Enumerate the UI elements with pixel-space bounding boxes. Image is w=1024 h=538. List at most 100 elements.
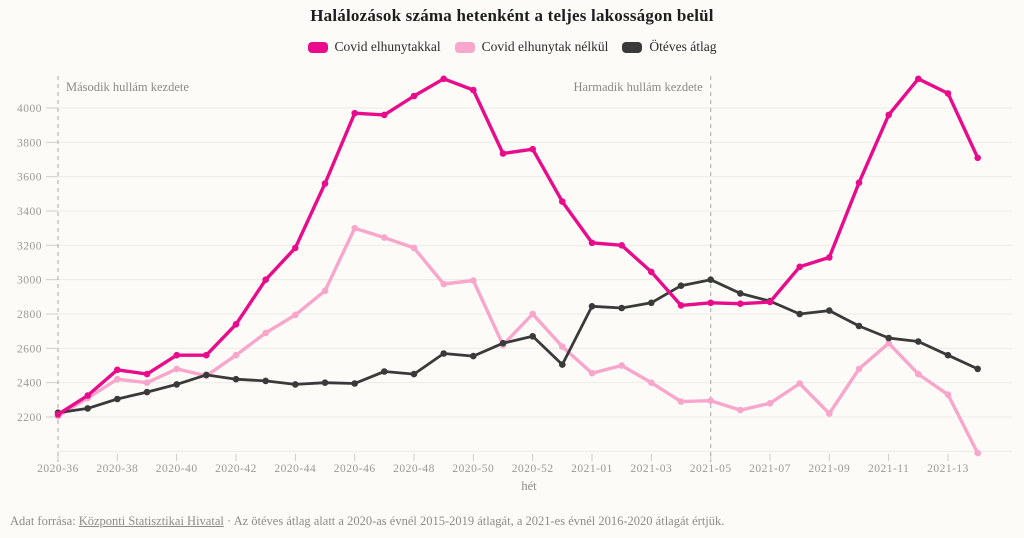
series-point--t-ves-tlag xyxy=(677,282,685,290)
legend-item-covid-elhunytak-nelkul: Covid elhunytak nélkül xyxy=(454,39,608,55)
source-link[interactable]: Központi Statisztikai Hivatal xyxy=(78,514,224,528)
series-point--t-ves-tlag xyxy=(410,370,418,378)
series-point-covid-elhunytak-n-lk-l xyxy=(826,410,833,417)
source-footer: Adat forrása: Központi Statisztikai Hiva… xyxy=(10,514,1014,529)
x-tick-label: 2020-50 xyxy=(452,463,494,475)
legend-swatch-icon xyxy=(622,41,643,53)
series-point-covid-elhunytakkal xyxy=(410,92,418,100)
series-point-covid-elhunytakkal xyxy=(796,263,803,271)
wave-marker-label: Második hullám kezdete xyxy=(66,80,189,94)
series-point-covid-elhunytak-n-lk-l xyxy=(470,277,477,284)
series-point-covid-elhunytak-n-lk-l xyxy=(351,224,359,232)
series-point--t-ves-tlag xyxy=(321,379,329,387)
series-point--t-ves-tlag xyxy=(351,380,359,387)
series-point-covid-elhunytak-n-lk-l xyxy=(855,365,863,373)
series-point-covid-elhunytakkal xyxy=(292,244,299,252)
legend-item-oteves-atlag: Ötéves átlag xyxy=(622,39,716,55)
y-tick-label: 2600 xyxy=(17,343,42,355)
series-point--t-ves-tlag xyxy=(262,377,270,385)
series-point-covid-elhunytakkal xyxy=(173,351,180,359)
series-point-covid-elhunytakkal xyxy=(381,111,388,119)
series-point-covid-elhunytak-n-lk-l xyxy=(381,234,388,241)
legend-swatch-icon xyxy=(307,41,328,53)
series-point--t-ves-tlag xyxy=(855,322,863,330)
series-point-covid-elhunytakkal xyxy=(885,111,892,119)
series-point-covid-elhunytakkal xyxy=(826,254,833,261)
series-point-covid-elhunytak-n-lk-l xyxy=(114,375,121,383)
series-point-covid-elhunytak-n-lk-l xyxy=(262,329,270,337)
series-point-covid-elhunytak-n-lk-l xyxy=(143,379,151,387)
series-point-covid-elhunytak-n-lk-l xyxy=(915,370,922,378)
series-point-covid-elhunytakkal xyxy=(618,242,625,249)
source-prefix: Adat forrása: xyxy=(10,514,79,528)
series-point--t-ves-tlag xyxy=(529,333,536,340)
series-point--t-ves-tlag xyxy=(618,304,625,312)
wave-marker-label: Harmadik hullám kezdete xyxy=(574,80,704,94)
series-point-covid-elhunytak-n-lk-l xyxy=(588,369,596,377)
x-tick-label: 2020-44 xyxy=(274,463,316,475)
series-point-covid-elhunytakkal xyxy=(944,90,952,97)
series-point-covid-elhunytak-n-lk-l xyxy=(677,398,685,405)
series-point--t-ves-tlag xyxy=(826,307,833,314)
series-point-covid-elhunytakkal xyxy=(114,366,121,374)
series-point-covid-elhunytakkal xyxy=(143,370,151,378)
series-point-covid-elhunytak-n-lk-l xyxy=(944,391,952,399)
x-tick-label: 2020-46 xyxy=(334,463,376,475)
series-point-covid-elhunytak-n-lk-l xyxy=(766,400,774,407)
x-tick-label: 2020-36 xyxy=(37,463,79,475)
x-tick-label: 2020-42 xyxy=(215,463,257,475)
series-line--t-ves-tlag xyxy=(56,278,980,415)
x-axis-label: hét xyxy=(521,479,537,493)
series-point--t-ves-tlag xyxy=(737,290,744,297)
series-point--t-ves-tlag xyxy=(173,381,180,388)
series-point--t-ves-tlag xyxy=(944,351,952,359)
series-point-covid-elhunytak-n-lk-l xyxy=(292,311,299,319)
y-tick-label: 2200 xyxy=(17,412,42,424)
series-point-covid-elhunytak-n-lk-l xyxy=(796,380,803,387)
series-point--t-ves-tlag xyxy=(588,303,596,310)
legend: Covid elhunytakkal Covid elhunytak nélkü… xyxy=(0,39,1024,55)
series-point--t-ves-tlag xyxy=(440,350,448,357)
series-point-covid-elhunytakkal xyxy=(203,351,210,359)
series-point-covid-elhunytakkal xyxy=(648,268,655,276)
legend-label: Covid elhunytakkal xyxy=(334,39,441,54)
y-tick-label: 4000 xyxy=(17,103,42,115)
series-point-covid-elhunytak-n-lk-l xyxy=(707,397,714,405)
series-point--t-ves-tlag xyxy=(559,361,566,368)
y-tick-label: 2400 xyxy=(17,378,42,390)
y-tick-label: 3800 xyxy=(17,137,42,149)
x-tick-label: 2020-38 xyxy=(96,463,138,475)
series-point-covid-elhunytak-n-lk-l xyxy=(440,280,448,288)
series-point-covid-elhunytakkal xyxy=(232,321,240,328)
series-point-covid-elhunytakkal xyxy=(855,179,863,186)
series-point-covid-elhunytakkal xyxy=(974,154,981,162)
y-tick-label: 3400 xyxy=(17,206,42,218)
series-point--t-ves-tlag xyxy=(292,381,299,388)
series-point--t-ves-tlag xyxy=(648,299,655,307)
y-tick-label: 3000 xyxy=(17,275,42,287)
series-point-covid-elhunytakkal xyxy=(351,109,359,117)
series-point--t-ves-tlag xyxy=(143,388,151,396)
series-point-covid-elhunytak-n-lk-l xyxy=(529,310,536,318)
x-tick-label: 2021-07 xyxy=(749,463,791,475)
series-point-covid-elhunytakkal xyxy=(54,411,62,418)
series-point-covid-elhunytak-n-lk-l xyxy=(173,365,180,373)
legend-label: Ötéves átlag xyxy=(649,39,717,54)
series-point-covid-elhunytakkal xyxy=(588,239,596,247)
y-tick-label: 3200 xyxy=(17,240,42,252)
x-tick-label: 2021-11 xyxy=(868,463,909,475)
series-point-covid-elhunytakkal xyxy=(440,75,448,83)
series-point--t-ves-tlag xyxy=(707,276,714,284)
legend-item-covid-elhunytakkal: Covid elhunytakkal xyxy=(307,39,441,55)
series-point-covid-elhunytak-n-lk-l xyxy=(648,379,655,387)
series-point--t-ves-tlag xyxy=(499,339,507,347)
source-note: · Az ötéves átlag alatt a 2020-as évnél … xyxy=(223,514,725,528)
series-point-covid-elhunytak-n-lk-l xyxy=(232,351,240,359)
series-point-covid-elhunytakkal xyxy=(707,299,714,307)
x-tick-label: 2021-01 xyxy=(571,463,613,475)
series-point--t-ves-tlag xyxy=(915,338,922,345)
series-point--t-ves-tlag xyxy=(796,310,803,318)
series-point--t-ves-tlag xyxy=(232,375,240,383)
